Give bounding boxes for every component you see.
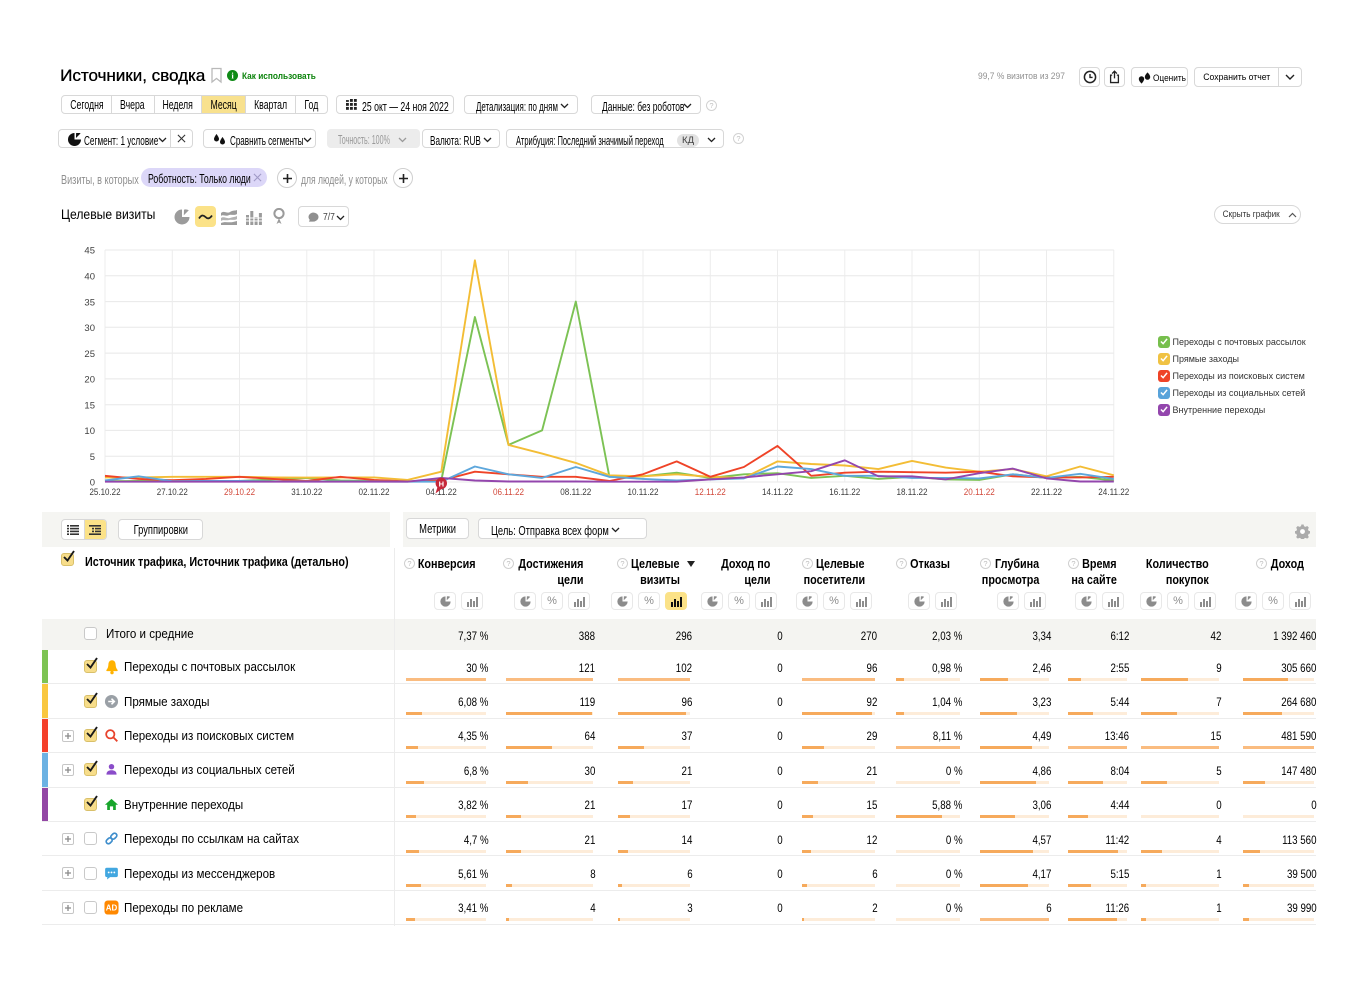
svg-text:45: 45 (84, 246, 95, 257)
svg-text:?: ? (984, 559, 988, 568)
svg-text:40: 40 (84, 272, 95, 283)
svg-text:18.11.22: 18.11.22 (897, 487, 928, 498)
svg-text:31.10.22: 31.10.22 (291, 487, 322, 498)
svg-text:?: ? (407, 559, 411, 568)
svg-text:?: ? (620, 559, 624, 568)
svg-text:?: ? (507, 559, 511, 568)
svg-text:30: 30 (84, 323, 95, 334)
svg-text:16.11.22: 16.11.22 (829, 487, 860, 498)
svg-text:14.11.22: 14.11.22 (762, 487, 793, 498)
svg-text:24.11.22: 24.11.22 (1098, 487, 1129, 498)
svg-text:?: ? (1071, 559, 1075, 568)
svg-text:29.10.22: 29.10.22 (224, 487, 255, 498)
svg-text:0: 0 (90, 478, 95, 489)
svg-text:04.11.22: 04.11.22 (426, 487, 457, 498)
svg-text:08.11.22: 08.11.22 (560, 487, 591, 498)
svg-text:?: ? (736, 134, 740, 143)
svg-text:?: ? (1260, 559, 1264, 568)
svg-text:15: 15 (84, 400, 95, 411)
svg-text:10: 10 (84, 426, 95, 437)
svg-text:02.11.22: 02.11.22 (359, 487, 390, 498)
svg-text:20.11.22: 20.11.22 (964, 487, 995, 498)
svg-text:06.11.22: 06.11.22 (493, 487, 524, 498)
svg-text:20: 20 (84, 375, 95, 386)
svg-text:22.11.22: 22.11.22 (1031, 487, 1062, 498)
svg-text:10.11.22: 10.11.22 (628, 487, 659, 498)
svg-text:?: ? (709, 101, 713, 110)
svg-text:5: 5 (90, 452, 95, 463)
svg-text:H: H (439, 479, 444, 488)
svg-text:25: 25 (84, 349, 95, 360)
svg-text:12.11.22: 12.11.22 (695, 487, 726, 498)
svg-text:27.10.22: 27.10.22 (157, 487, 188, 498)
svg-text:i: i (231, 71, 234, 81)
svg-text:?: ? (805, 559, 809, 568)
svg-text:35: 35 (84, 297, 95, 308)
svg-text:?: ? (899, 559, 903, 568)
svg-text:25.10.22: 25.10.22 (90, 487, 121, 498)
svg-text:AD: AD (106, 904, 118, 913)
